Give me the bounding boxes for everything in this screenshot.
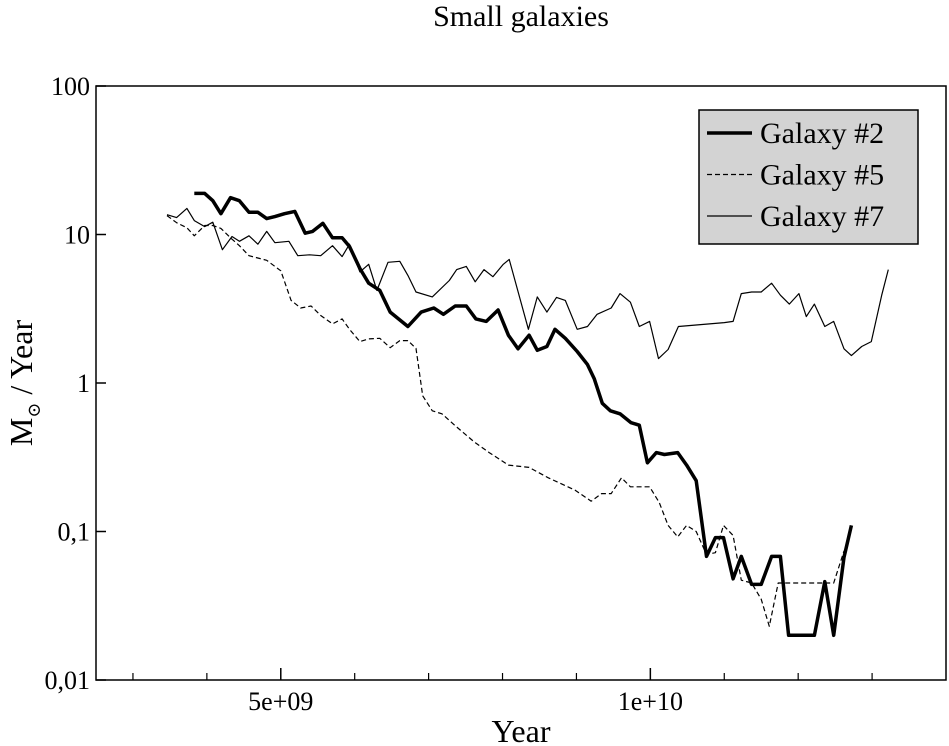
y-tick-label: 1 xyxy=(77,369,90,398)
y-tick-label: 10 xyxy=(64,221,90,250)
x-axis-label: Year xyxy=(492,713,551,746)
chart-title: Small galaxies xyxy=(433,0,609,33)
y-tick-label: 100 xyxy=(51,72,90,101)
legend-label: Galaxy #7 xyxy=(760,200,884,233)
y-axis-label: M⊙ / Year xyxy=(3,320,44,447)
y-axis-label-main: M xyxy=(3,418,39,446)
legend-box xyxy=(698,109,919,245)
y-tick-label: 0,1 xyxy=(58,518,91,547)
series-line xyxy=(166,215,845,627)
legend-label: Galaxy #2 xyxy=(760,117,884,150)
y-axis-label-sub: ⊙ xyxy=(24,403,44,418)
series-line xyxy=(166,207,889,360)
x-tick-label: 5e+09 xyxy=(248,687,313,716)
legend-label: Galaxy #5 xyxy=(760,159,884,192)
y-tick-label: 0,01 xyxy=(45,666,91,695)
x-tick-label: 1e+10 xyxy=(618,687,683,716)
y-axis-label-rest: / Year xyxy=(3,320,39,403)
series-line xyxy=(194,191,854,638)
